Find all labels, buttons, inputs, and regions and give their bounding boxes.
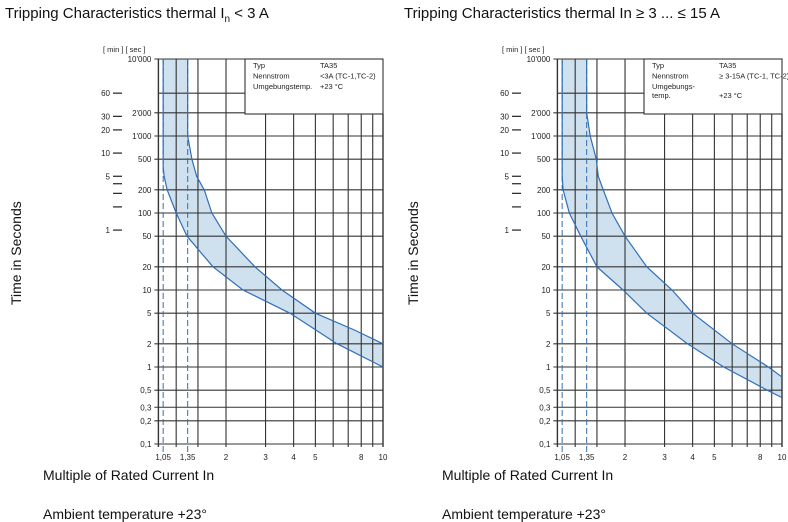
legend-key: Typ [652, 61, 664, 70]
y-tick-label-sec: 20 [142, 263, 151, 272]
x-tick-label: 10 [778, 453, 787, 462]
legend-value: <3A (TC-1,TC-2) [320, 72, 376, 81]
legend-value: TA35 [320, 61, 337, 70]
x-tick-label: 1,05 [155, 453, 171, 462]
legend-value: TA35 [719, 61, 736, 70]
y-tick-label-sec: 10 [142, 286, 151, 295]
y-tick-label-min: 60 [101, 89, 110, 98]
legend-key: Nennstrom [652, 72, 689, 81]
y-tick-label-sec: 100 [537, 209, 551, 218]
y-units-label: [ min ] [ sec ] [502, 45, 545, 54]
y-tick-label-sec: 2'000 [531, 109, 551, 118]
y-tick-label-sec: 20 [541, 263, 550, 272]
y-tick-label-sec: 100 [138, 209, 152, 218]
y-tick-label-sec: 500 [537, 155, 551, 164]
y-tick-label-sec: 1'000 [132, 132, 152, 141]
x-tick-label: 2 [224, 453, 229, 462]
y-tick-label-sec: 0,3 [140, 403, 152, 412]
y-tick-label-min: 10 [101, 149, 110, 158]
x-tick-label: 2 [623, 453, 628, 462]
y-tick-label-min: 10 [500, 149, 509, 158]
y-tick-label-sec: 0,2 [140, 417, 152, 426]
x-tick-label: 5 [313, 453, 318, 462]
x-tick-label: 1,35 [180, 453, 196, 462]
lower-curve [561, 59, 783, 399]
lower-curve [162, 59, 384, 368]
chart-left: 10'000 2'000 1'000 500 200 100 50 20 10 5 2 1 0,5 0,3… [101, 45, 388, 462]
x-tick-label: 5 [712, 453, 717, 462]
y-tick-label-sec: 200 [537, 186, 551, 195]
y-tick-label-sec: 5 [147, 309, 152, 318]
y-tick-label-sec: 2 [546, 340, 551, 349]
y-tick-label-sec: 0,5 [539, 386, 551, 395]
y-tick-label-sec: 10'000 [527, 55, 551, 64]
ambient-note-right: Ambient temperature +23° [442, 506, 606, 522]
x-tick-label: 10 [379, 453, 388, 462]
y-tick-label-sec: 50 [541, 232, 550, 241]
y-tick-label-sec: 1 [546, 363, 551, 372]
upper-curve [187, 59, 384, 345]
y-tick-label-min: 1 [505, 226, 510, 235]
y-tick-label-min: 5 [505, 172, 510, 181]
y-tick-label-min: 5 [106, 172, 111, 181]
x-tick-label: 1,35 [579, 453, 595, 462]
y-tick-label-sec: 500 [138, 155, 152, 164]
y-tick-label-sec: 0,5 [140, 386, 152, 395]
legend-box [244, 58, 384, 115]
x-tick-label: 3 [263, 453, 268, 462]
legend-box [643, 58, 783, 115]
x-axis-label-right: Multiple of Rated Current In [442, 467, 614, 483]
y-units-label: [ min ] [ sec ] [103, 45, 146, 54]
chart-right: 10'000 2'000 1'000 500 200 100 50 20 10 5 2 1 0,5 0,3… [500, 45, 788, 462]
legend-value: +23 °C [719, 91, 743, 100]
x-tick-label: 1,05 [554, 453, 570, 462]
y-tick-label-sec: 1'000 [531, 132, 551, 141]
y-tick-label-sec: 50 [142, 232, 151, 241]
x-tick-label: 4 [690, 453, 695, 462]
y-tick-label-sec: 200 [138, 186, 152, 195]
y-tick-label-min: 20 [500, 126, 509, 135]
upper-curve [586, 59, 783, 378]
y-tick-label-sec: 0,1 [140, 440, 152, 449]
chart-title-right: Tripping Characteristics thermal In ≥ 3 … [404, 5, 721, 22]
y-tick-label-sec: 0,3 [539, 403, 551, 412]
chart-title-left: Tripping Characteristics thermal In < 3 … [5, 5, 269, 25]
y-tick-label-sec: 10'000 [128, 55, 152, 64]
y-tick-label-sec: 2'000 [132, 109, 152, 118]
ambient-note-left: Ambient temperature +23° [43, 506, 207, 522]
y-tick-label-min: 30 [500, 112, 509, 121]
x-tick-label: 8 [359, 453, 364, 462]
y-tick-label-sec: 5 [546, 309, 551, 318]
x-axis-label-left: Multiple of Rated Current In [43, 467, 215, 483]
x-tick-label: 3 [662, 453, 667, 462]
y-tick-label-min: 30 [101, 112, 110, 121]
y-tick-label-sec: 1 [147, 363, 152, 372]
legend-key: Nennstrom [253, 72, 290, 81]
legend-value: ≥ 3-15A (TC-1, TC-2) [719, 72, 788, 81]
legend-key: Typ [253, 61, 265, 70]
legend-key: Umgebungs- [652, 82, 695, 91]
legend-value: +23 °C [320, 82, 344, 91]
y-tick-label-sec: 2 [147, 340, 152, 349]
x-tick-label: 8 [758, 453, 763, 462]
y-tick-label-sec: 10 [541, 286, 550, 295]
y-tick-label-sec: 0,2 [539, 417, 551, 426]
y-tick-label-min: 20 [101, 126, 110, 135]
legend-key: Umgebungstemp. [253, 82, 312, 91]
y-tick-label-sec: 0,1 [539, 440, 551, 449]
x-tick-label: 4 [291, 453, 296, 462]
y-tick-label-min: 60 [500, 89, 509, 98]
legend-key: temp. [652, 91, 671, 100]
y-tick-label-min: 1 [106, 226, 111, 235]
